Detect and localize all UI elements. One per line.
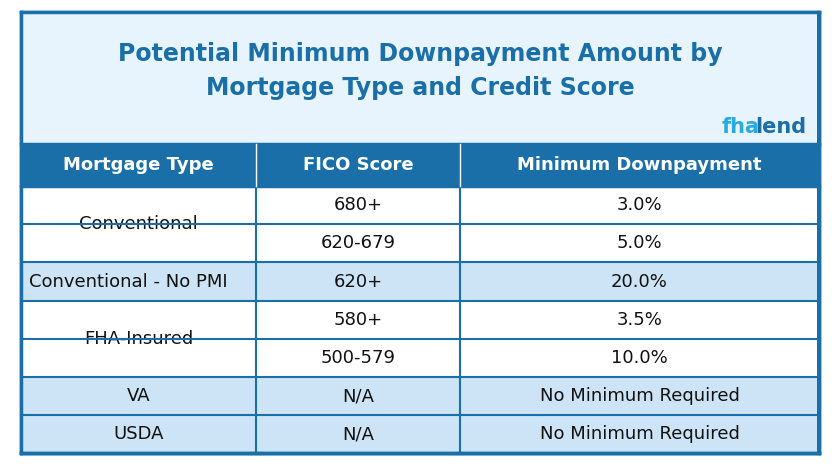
Bar xyxy=(257,262,460,301)
Text: 5.0%: 5.0% xyxy=(617,234,662,252)
Text: N/A: N/A xyxy=(342,387,374,405)
Text: 10.0%: 10.0% xyxy=(611,349,668,367)
Bar xyxy=(23,262,256,301)
Text: FICO Score: FICO Score xyxy=(303,156,413,174)
Bar xyxy=(23,186,256,262)
Text: 20.0%: 20.0% xyxy=(611,272,668,291)
Bar xyxy=(461,224,817,262)
Bar xyxy=(23,415,256,453)
Text: 3.0%: 3.0% xyxy=(617,196,662,214)
Bar xyxy=(257,301,460,339)
Text: Conventional: Conventional xyxy=(79,215,198,233)
Text: N/A: N/A xyxy=(342,425,374,443)
Bar xyxy=(23,13,817,143)
Text: 620-679: 620-679 xyxy=(321,234,396,252)
Bar xyxy=(257,415,460,453)
Bar xyxy=(257,339,460,377)
Text: USDA: USDA xyxy=(113,425,164,443)
Text: Potential Minimum Downpayment Amount by: Potential Minimum Downpayment Amount by xyxy=(118,42,722,66)
Text: 680+: 680+ xyxy=(333,196,383,214)
Bar xyxy=(257,224,460,262)
Bar xyxy=(23,377,256,415)
Text: Minimum Downpayment: Minimum Downpayment xyxy=(517,156,762,174)
Text: Mortgage Type and Credit Score: Mortgage Type and Credit Score xyxy=(206,76,634,100)
Bar xyxy=(257,144,460,186)
Bar xyxy=(461,262,817,301)
Text: 580+: 580+ xyxy=(333,311,383,329)
Bar xyxy=(461,415,817,453)
Bar xyxy=(461,301,817,339)
Text: 500-579: 500-579 xyxy=(321,349,396,367)
Text: FHA-Insured: FHA-Insured xyxy=(84,330,193,348)
Text: VA: VA xyxy=(127,387,150,405)
Bar xyxy=(22,144,256,186)
Bar xyxy=(461,144,819,186)
Text: fha: fha xyxy=(722,117,759,137)
Bar xyxy=(461,186,817,224)
Bar xyxy=(461,339,817,377)
Text: lend: lend xyxy=(755,117,806,137)
Bar xyxy=(257,377,460,415)
Text: 620+: 620+ xyxy=(333,272,383,291)
Text: Mortgage Type: Mortgage Type xyxy=(63,156,214,174)
Text: 3.5%: 3.5% xyxy=(617,311,663,329)
Bar xyxy=(257,186,460,224)
Bar xyxy=(23,301,256,377)
Text: Conventional - No PMI: Conventional - No PMI xyxy=(29,272,228,291)
Bar xyxy=(461,377,817,415)
Text: No Minimum Required: No Minimum Required xyxy=(539,425,739,443)
Text: No Minimum Required: No Minimum Required xyxy=(539,387,739,405)
